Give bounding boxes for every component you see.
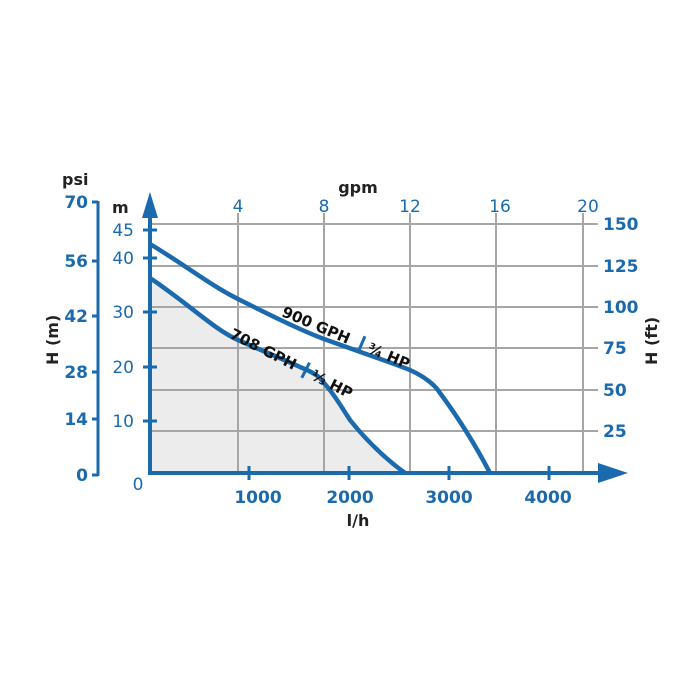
- curve-708-gph: [148, 276, 407, 475]
- gpm-axis: gpm 4 8 12 16 20: [233, 178, 599, 217]
- m-tick: 45: [112, 221, 134, 241]
- psi-tick: 28: [64, 363, 88, 383]
- label-divider: [356, 335, 367, 353]
- gpm-tick: 12: [399, 197, 421, 217]
- m-axis-title: m: [112, 198, 129, 217]
- h-ft-axis-title: H (ft): [642, 317, 661, 365]
- psi-tick: 0: [76, 466, 88, 486]
- psi-tick: 70: [64, 193, 88, 213]
- x-axis: 0 1000 2000 3000 4000 l/h: [133, 463, 628, 530]
- x-tick: 0: [133, 475, 144, 495]
- gpm-tick: 4: [233, 197, 244, 217]
- psi-axis: 70 56 42 28 14 0 psi H (m): [43, 170, 100, 486]
- arrow-right-icon: [598, 463, 628, 483]
- h-m-axis-title: H (m): [43, 315, 62, 365]
- ft-tick: 100: [603, 298, 639, 318]
- arrow-up-icon: [142, 192, 158, 218]
- psi-axis-title: psi: [62, 170, 88, 189]
- gpm-axis-title: gpm: [338, 178, 378, 197]
- m-tick: 20: [112, 358, 134, 378]
- ft-tick: 75: [603, 339, 627, 359]
- m-tick: 10: [112, 412, 134, 432]
- label-divider: [300, 362, 311, 379]
- m-tick: 40: [112, 249, 134, 269]
- ft-axis: 150 125 100 75 50 25 H (ft): [583, 215, 661, 442]
- ft-tick: 150: [603, 215, 639, 235]
- psi-tick: 42: [64, 307, 88, 327]
- ft-tick: 25: [603, 422, 627, 442]
- psi-tick: 56: [64, 252, 88, 272]
- x-tick: 3000: [425, 488, 472, 508]
- grid: [150, 213, 595, 473]
- ft-tick: 50: [603, 381, 627, 401]
- x-axis-title: l/h: [347, 511, 370, 530]
- curve-900-label: 900 GPH ¾ HP: [279, 303, 412, 373]
- psi-tick: 14: [64, 410, 88, 430]
- x-tick: 4000: [524, 488, 571, 508]
- ft-tick: 125: [603, 257, 639, 277]
- gpm-tick: 20: [577, 197, 599, 217]
- m-tick: 30: [112, 303, 134, 323]
- gpm-tick: 16: [489, 197, 511, 217]
- x-tick: 1000: [234, 488, 281, 508]
- m-axis: 45 40 30 20 10 m: [112, 192, 158, 475]
- gpm-tick: 8: [319, 197, 330, 217]
- x-tick: 2000: [326, 488, 373, 508]
